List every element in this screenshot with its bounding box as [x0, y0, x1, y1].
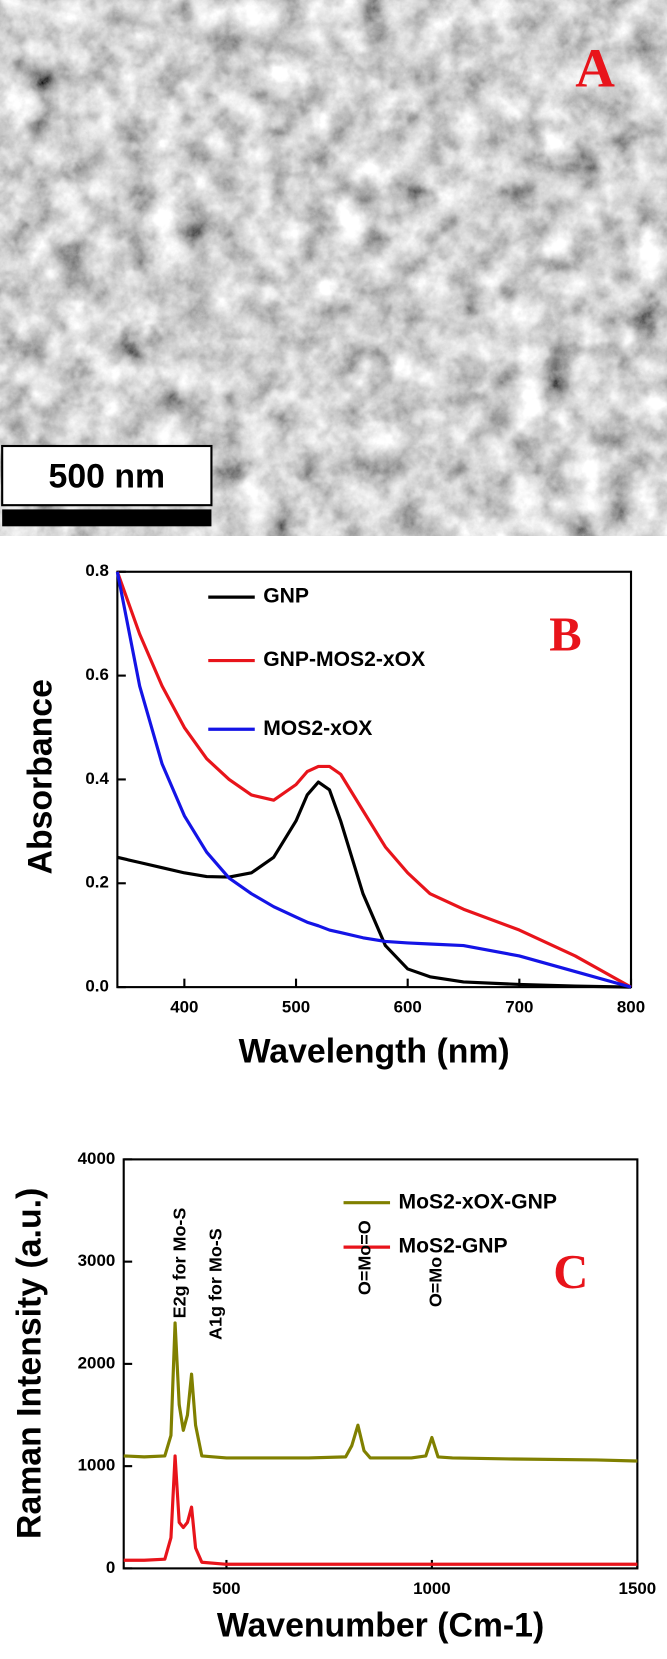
data-line [123, 1454, 638, 1566]
scale-bar-label: 500 nm [49, 458, 165, 496]
y-tick-label: 0.4 [85, 769, 109, 788]
x-tick-label: 500 [212, 1579, 240, 1598]
y-tick-label: 1000 [78, 1456, 116, 1475]
y-axis-label: Raman Intensity (a.u.) [11, 1188, 49, 1539]
y-axis-label: Absorbance [21, 679, 59, 874]
x-tick-label: 1500 [619, 1579, 657, 1598]
peak-annotation: A1g for Mo-S [205, 1228, 225, 1340]
panel-label: C [553, 1245, 588, 1299]
y-tick-label: 0.6 [85, 665, 108, 684]
x-axis-label: Wavenumber (Cm-1) [217, 1607, 544, 1645]
x-tick-label: 600 [394, 998, 422, 1017]
legend-label: GNP [263, 585, 309, 608]
legend-label: MoS2-GNP [398, 1235, 507, 1258]
panel-label: A [575, 38, 615, 99]
x-tick-label: 700 [505, 998, 533, 1017]
peak-annotation: E2g for Mo-S [170, 1208, 190, 1319]
legend-label: MOS2-xOX [263, 717, 372, 740]
y-tick-label: 0.2 [85, 873, 108, 892]
panel-label: B [549, 608, 581, 662]
y-tick-label: 3000 [78, 1251, 116, 1270]
x-tick-label: 1000 [413, 1579, 451, 1598]
x-tick-label: 500 [282, 998, 310, 1017]
plot-frame [122, 1158, 639, 1570]
x-tick-label: 800 [617, 998, 645, 1017]
y-tick-label: 0.0 [85, 977, 108, 996]
legend-label: MoS2-xOX-GNP [398, 1190, 556, 1213]
scale-bar [2, 509, 212, 527]
y-tick-label: 4000 [78, 1149, 116, 1168]
y-tick-label: 0.8 [85, 561, 108, 580]
data-line [117, 780, 632, 989]
data-line [115, 571, 632, 989]
x-axis-label: Wavelength (nm) [239, 1033, 510, 1071]
y-tick-label: 2000 [78, 1353, 116, 1372]
x-tick-label: 400 [170, 998, 198, 1017]
y-tick-label: 0 [106, 1558, 115, 1577]
data-line [123, 1321, 638, 1463]
peak-annotation: O=Mo [425, 1257, 445, 1307]
scale-box [1, 444, 213, 507]
peak-annotation: O=Mo=O [354, 1220, 374, 1295]
legend-label: GNP-MOS2-xOX [263, 648, 425, 671]
data-line [115, 571, 632, 989]
